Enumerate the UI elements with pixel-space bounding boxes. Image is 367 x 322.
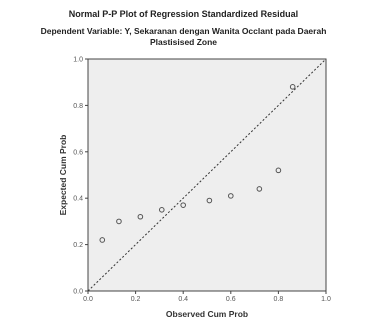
data-point bbox=[289, 84, 296, 90]
data-point bbox=[180, 202, 186, 208]
reference-diagonal-line bbox=[87, 58, 327, 292]
data-point bbox=[228, 193, 234, 199]
x-tick-label: 0.8 bbox=[274, 296, 284, 303]
x-tick-label: 0.0 bbox=[83, 296, 93, 303]
data-point bbox=[158, 207, 165, 213]
x-tick-label: 0.4 bbox=[178, 296, 188, 303]
data-point bbox=[206, 197, 213, 204]
y-tick-label: 1.0 bbox=[73, 57, 83, 64]
x-tick-label: 0.6 bbox=[226, 296, 236, 303]
data-point bbox=[137, 213, 144, 220]
y-tick-label: 0.0 bbox=[73, 289, 83, 296]
x-axis-label: Observed Cum Prob bbox=[166, 309, 248, 319]
y-tick-label: 0.4 bbox=[73, 196, 83, 203]
y-axis-label: Expected Cum Prob bbox=[58, 135, 68, 216]
y-tick-label: 0.8 bbox=[73, 103, 83, 110]
x-tick-label: 1.0 bbox=[321, 296, 331, 303]
y-tick-label: 0.2 bbox=[73, 242, 83, 249]
data-point bbox=[256, 186, 263, 192]
chart-title: Normal P-P Plot of Regression Standardiz… bbox=[68, 9, 299, 19]
data-point bbox=[99, 237, 106, 243]
x-tick-label: 0.2 bbox=[131, 296, 141, 303]
chart-subtitle-line2: Plastisised Zone bbox=[149, 37, 218, 47]
chart-subtitle-line1: Dependent Variable: Y, Sekaranan dengan … bbox=[40, 26, 327, 36]
data-point bbox=[275, 167, 282, 174]
y-tick-label: 0.6 bbox=[73, 149, 83, 156]
data-point bbox=[116, 218, 122, 225]
